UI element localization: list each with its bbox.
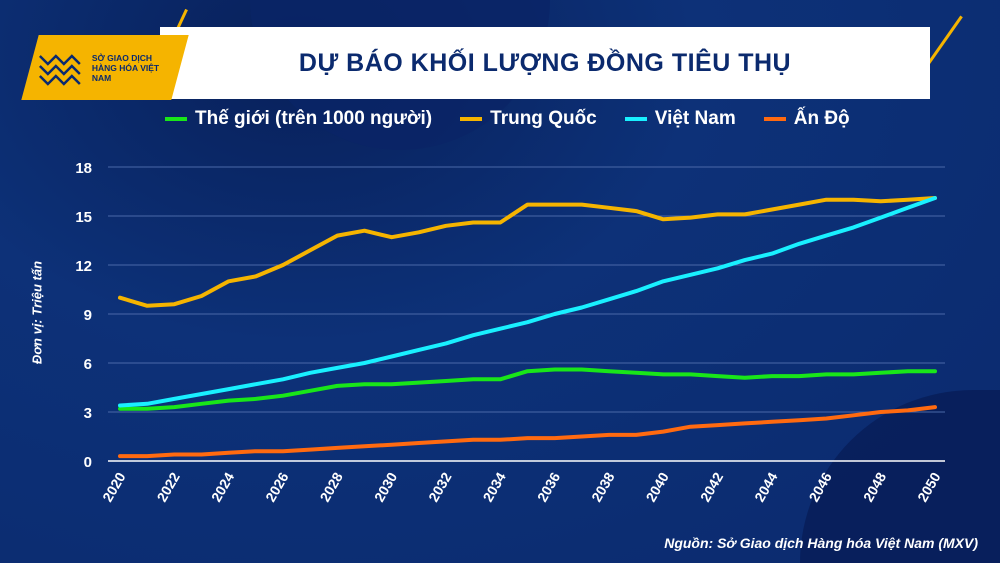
- legend-label: Trung Quốc: [490, 108, 597, 129]
- x-tick-label: 2034: [479, 469, 509, 504]
- y-tick-label: 12: [75, 258, 92, 275]
- y-tick-label: 18: [75, 160, 92, 177]
- x-tick-label: 2038: [588, 469, 618, 504]
- x-tick-label: 2032: [425, 469, 455, 504]
- y-tick-label: 0: [84, 454, 92, 471]
- legend-item-world: Thế giới (trên 1000 người): [165, 108, 432, 130]
- x-tick-label: 2044: [751, 469, 781, 504]
- y-tick-label: 3: [84, 405, 92, 422]
- y-tick-label: 9: [84, 307, 92, 324]
- x-tick-label: 2030: [371, 469, 401, 504]
- series-line-2: [118, 196, 937, 408]
- series-line-0: [118, 367, 937, 411]
- legend-label: Ấn Độ: [793, 108, 850, 129]
- y-tick-label: 15: [75, 209, 92, 226]
- x-tick-label: 2028: [316, 469, 346, 504]
- series-line-1: [118, 196, 937, 308]
- x-tick-label: 2050: [914, 469, 944, 504]
- y-tick-label: 6: [84, 356, 92, 373]
- x-tick-label: 2020: [99, 469, 129, 504]
- x-tick-label: 2040: [642, 469, 672, 504]
- x-tick-label: 2046: [805, 469, 835, 504]
- legend-item-vietnam: Việt Nam: [624, 108, 736, 130]
- source-note: Nguồn: Sở Giao dịch Hàng hóa Việt Nam (M…: [664, 535, 978, 551]
- title-bar: DỰ BÁO KHỐI LƯỢNG ĐỒNG TIÊU THỤ: [160, 27, 930, 99]
- legend: Thế giới (trên 1000 người) Trung Quốc Vi…: [165, 108, 850, 130]
- x-tick-label: 2024: [208, 469, 238, 504]
- logo: SỞ GIAO DỊCH HÀNG HÓA VIỆT NAM: [21, 35, 189, 100]
- legend-item-india: Ấn Độ: [763, 108, 850, 130]
- x-tick-label: 2048: [860, 469, 890, 504]
- logo-icon: [39, 53, 81, 86]
- legend-swatch: [624, 117, 647, 121]
- x-tick-label: 2042: [697, 469, 727, 504]
- x-tick-label: 2022: [153, 469, 183, 504]
- legend-swatch: [460, 117, 483, 121]
- legend-item-china: Trung Quốc: [460, 108, 597, 130]
- legend-label: Việt Nam: [654, 108, 736, 129]
- legend-swatch: [165, 117, 187, 121]
- legend-swatch: [763, 117, 786, 121]
- chart-title: DỰ BÁO KHỐI LƯỢNG ĐỒNG TIÊU THỤ: [298, 48, 792, 77]
- x-tick-label: 2036: [534, 469, 564, 504]
- x-tick-label: 2026: [262, 469, 292, 504]
- legend-label: Thế giới (trên 1000 người): [195, 108, 433, 129]
- series-line-3: [118, 405, 937, 459]
